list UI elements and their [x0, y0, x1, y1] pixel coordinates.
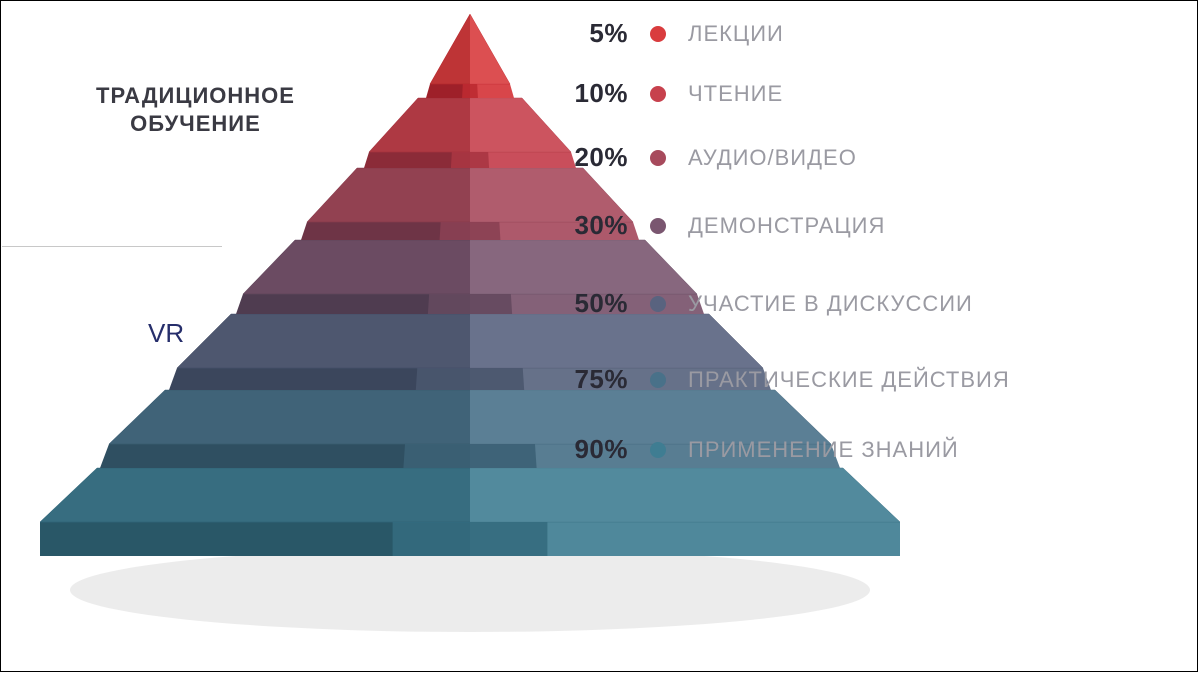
vr-label: VR	[148, 318, 184, 349]
legend-dot-icon	[650, 296, 666, 312]
legend-label: АУДИО/ВИДЕО	[688, 145, 857, 171]
legend-row: 5% ЛЕКЦИИ	[548, 18, 784, 49]
legend-percent: 10%	[548, 78, 628, 109]
legend-percent: 90%	[548, 434, 628, 465]
legend-label: ДЕМОНСТРАЦИЯ	[688, 213, 885, 239]
legend-label: ЧТЕНИЕ	[688, 81, 783, 107]
traditional-line1: ТРАДИЦИОННОЕ	[96, 83, 295, 108]
legend-label: ПРИМЕНЕНИЕ ЗНАНИЙ	[688, 437, 959, 463]
legend-dot-icon	[650, 372, 666, 388]
legend-row: 50% УЧАСТИЕ В ДИСКУССИИ	[548, 288, 973, 319]
legend-row: 10% ЧТЕНИЕ	[548, 78, 783, 109]
legend-dot-icon	[650, 26, 666, 42]
legend-dot-icon	[650, 150, 666, 166]
legend-label: УЧАСТИЕ В ДИСКУССИИ	[688, 291, 973, 317]
legend-dot-icon	[650, 86, 666, 102]
legend-row: 20% АУДИО/ВИДЕО	[548, 142, 857, 173]
legend-percent: 20%	[548, 142, 628, 173]
legend-percent: 5%	[548, 18, 628, 49]
traditional-line2: ОБУЧЕНИЕ	[130, 111, 261, 136]
traditional-learning-label: ТРАДИЦИОННОЕ ОБУЧЕНИЕ	[96, 82, 295, 137]
legend-label: ЛЕКЦИИ	[688, 21, 784, 47]
legend-row: 90% ПРИМЕНЕНИЕ ЗНАНИЙ	[548, 434, 959, 465]
legend-percent: 75%	[548, 364, 628, 395]
legend-label: ПРАКТИЧЕСКИЕ ДЕЙСТВИЯ	[688, 367, 1010, 393]
legend-dot-icon	[650, 442, 666, 458]
legend-row: 75% ПРАКТИЧЕСКИЕ ДЕЙСТВИЯ	[548, 364, 1010, 395]
legend-row: 30% ДЕМОНСТРАЦИЯ	[548, 210, 885, 241]
legend-percent: 30%	[548, 210, 628, 241]
legend-percent: 50%	[548, 288, 628, 319]
legend-dot-icon	[650, 218, 666, 234]
side-connector-line	[2, 246, 222, 247]
